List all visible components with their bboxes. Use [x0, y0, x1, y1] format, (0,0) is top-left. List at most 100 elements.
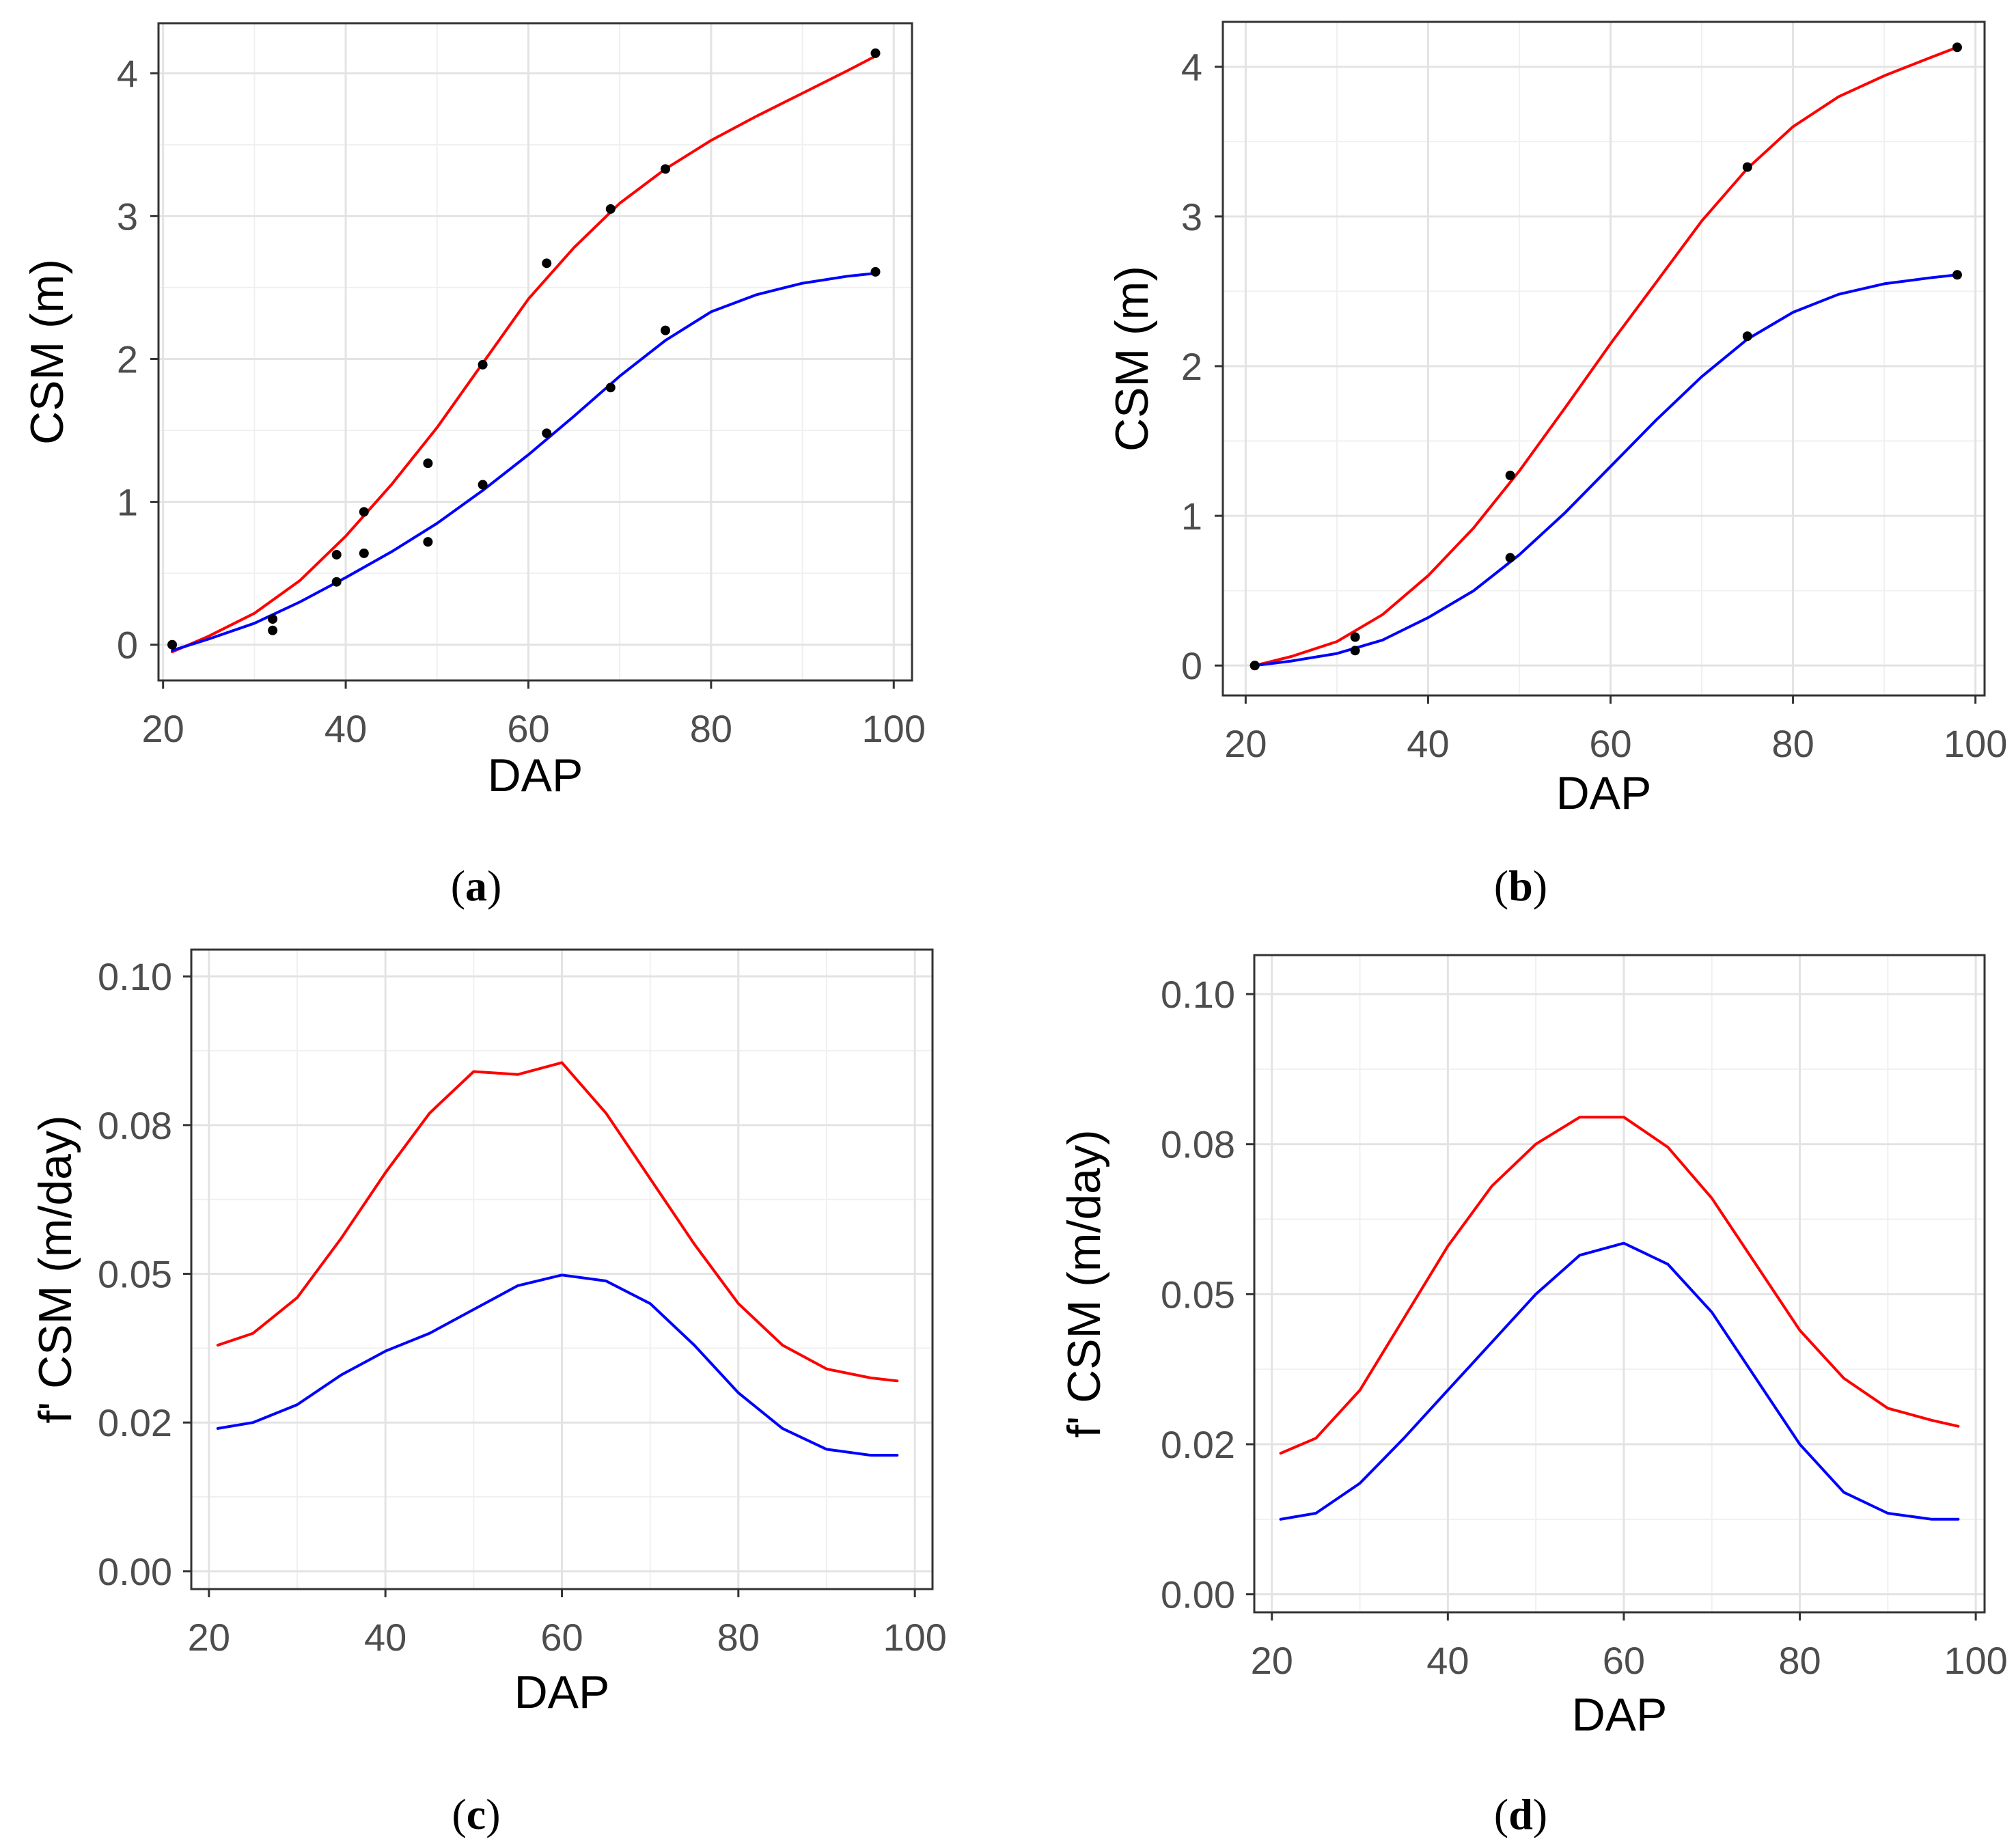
data-point — [605, 383, 616, 393]
panel-caption-letter: c — [467, 1790, 486, 1838]
series-line-red-curve — [1253, 46, 1959, 667]
data-point — [331, 577, 342, 587]
panel-caption: (c) — [452, 1790, 500, 1838]
x-tick-label: 20 — [1251, 1639, 1293, 1682]
panel-border — [157, 22, 913, 682]
data-point — [1742, 331, 1752, 342]
data-point — [542, 428, 552, 439]
x-tick-label: 60 — [507, 707, 549, 750]
y-tick-label: 0.10 — [1161, 973, 1235, 1016]
data-point — [423, 537, 433, 547]
x-tick-label: 40 — [325, 707, 367, 750]
y-tick-label: 4 — [1181, 46, 1202, 89]
x-axis-label: DAP — [514, 1666, 610, 1718]
x-tick-label: 80 — [1771, 722, 1814, 765]
x-tick-label: 80 — [690, 707, 732, 750]
y-tick-label: 0.00 — [98, 1550, 172, 1593]
y-tick-label: 3 — [117, 195, 138, 238]
data-point — [1505, 553, 1515, 563]
data-point — [359, 507, 369, 517]
data-point — [1249, 661, 1260, 671]
y-tick-label: 1 — [117, 481, 138, 524]
x-tick-label: 20 — [142, 707, 184, 750]
y-tick-label: 0 — [117, 624, 138, 667]
data-point — [661, 325, 671, 335]
x-tick-label: 80 — [717, 1616, 760, 1659]
y-tick-label: 0 — [1181, 644, 1202, 687]
y-tick-label: 0.02 — [1161, 1423, 1235, 1466]
panel-caption-letter: a — [465, 861, 487, 910]
y-axis-label: f' CSM (m/day) — [1058, 1129, 1110, 1437]
data-point — [423, 458, 433, 469]
series-line-blue-curve — [1279, 1241, 1960, 1521]
y-tick-label: 2 — [117, 337, 138, 381]
plot-area — [1254, 955, 1985, 1612]
y-tick-label: 0.10 — [98, 955, 172, 998]
x-tick-label: 60 — [540, 1616, 583, 1659]
data-point — [1742, 162, 1752, 172]
y-tick-label: 4 — [117, 52, 138, 95]
panel-caption-letter: d — [1508, 1790, 1533, 1838]
data-point — [870, 48, 881, 58]
y-tick-label: 0.00 — [1161, 1573, 1235, 1616]
plot-area — [1223, 22, 1985, 695]
data-point — [542, 258, 552, 268]
y-axis-label: CSM (m) — [1106, 266, 1158, 452]
data-point — [331, 549, 342, 560]
x-tick-label: 60 — [1603, 1639, 1645, 1682]
data-point — [167, 639, 178, 650]
y-tick-label: 0.05 — [98, 1253, 172, 1296]
x-tick-label: 100 — [1944, 1639, 2007, 1682]
data-point — [1952, 42, 1962, 53]
y-axis-label: CSM (m) — [21, 259, 73, 445]
panel-caption: (d) — [1494, 1790, 1547, 1838]
y-tick-label: 3 — [1181, 195, 1202, 238]
plot-area — [158, 23, 912, 680]
y-tick-label: 0.08 — [98, 1104, 172, 1147]
x-tick-label: 60 — [1589, 722, 1631, 765]
y-axis-label: f' CSM (m/day) — [29, 1115, 81, 1423]
x-tick-label: 40 — [1407, 722, 1449, 765]
panel-border — [1253, 954, 1986, 1614]
x-tick-label: 40 — [1426, 1639, 1469, 1682]
data-point — [1505, 470, 1515, 480]
x-tick-label: 100 — [862, 707, 926, 750]
data-point — [1350, 646, 1360, 656]
series-line-red-curve — [1279, 1116, 1960, 1455]
x-tick-label: 100 — [883, 1616, 946, 1659]
y-tick-label: 0.05 — [1161, 1273, 1235, 1316]
data-point — [478, 480, 488, 490]
panel-caption: (a) — [451, 861, 502, 910]
series-line-red-curve — [171, 55, 877, 654]
x-tick-label: 20 — [1224, 722, 1267, 765]
data-point — [359, 548, 369, 558]
chart-panel-a: 20 40 60 80 100 0 1 2 3 4 DAP CSM (m) (a) — [21, 22, 926, 910]
x-axis-label: DAP — [1572, 1689, 1668, 1741]
panel-caption-letter: b — [1508, 861, 1533, 910]
data-point — [268, 614, 278, 624]
x-axis-label: DAP — [488, 749, 583, 801]
chart-panel-c: 20 40 60 80 100 0.00 0.02 0.05 0.08 0.10 DAP f' CSM… — [29, 948, 947, 1838]
panel-border — [1221, 20, 1986, 697]
y-tick-label: 1 — [1181, 495, 1202, 538]
series-line-blue-curve — [1253, 273, 1959, 667]
x-tick-label: 20 — [188, 1616, 230, 1659]
y-tick-label: 0.08 — [1161, 1123, 1235, 1166]
series-line-blue-curve — [216, 1273, 899, 1457]
chart-panel-d: 20 40 60 80 100 0.00 0.02 0.05 0.08 0.10 DAP f' CSM… — [1058, 954, 2008, 1838]
panel-caption: (b) — [1494, 861, 1547, 910]
x-axis-label: DAP — [1556, 767, 1652, 819]
series-line-blue-curve — [171, 272, 877, 652]
series-line-red-curve — [216, 1061, 899, 1383]
data-point — [661, 164, 671, 174]
chart-panel-b: 20 40 60 80 100 0 1 2 3 4 DAP CSM (m) (b) — [1106, 20, 2007, 910]
data-point — [605, 204, 616, 214]
data-point — [478, 359, 488, 370]
y-tick-label: 2 — [1181, 345, 1202, 388]
y-tick-label: 0.02 — [98, 1401, 172, 1444]
data-point — [1350, 632, 1360, 642]
data-point — [870, 266, 881, 277]
x-tick-label: 80 — [1778, 1639, 1821, 1682]
data-point — [268, 625, 278, 635]
